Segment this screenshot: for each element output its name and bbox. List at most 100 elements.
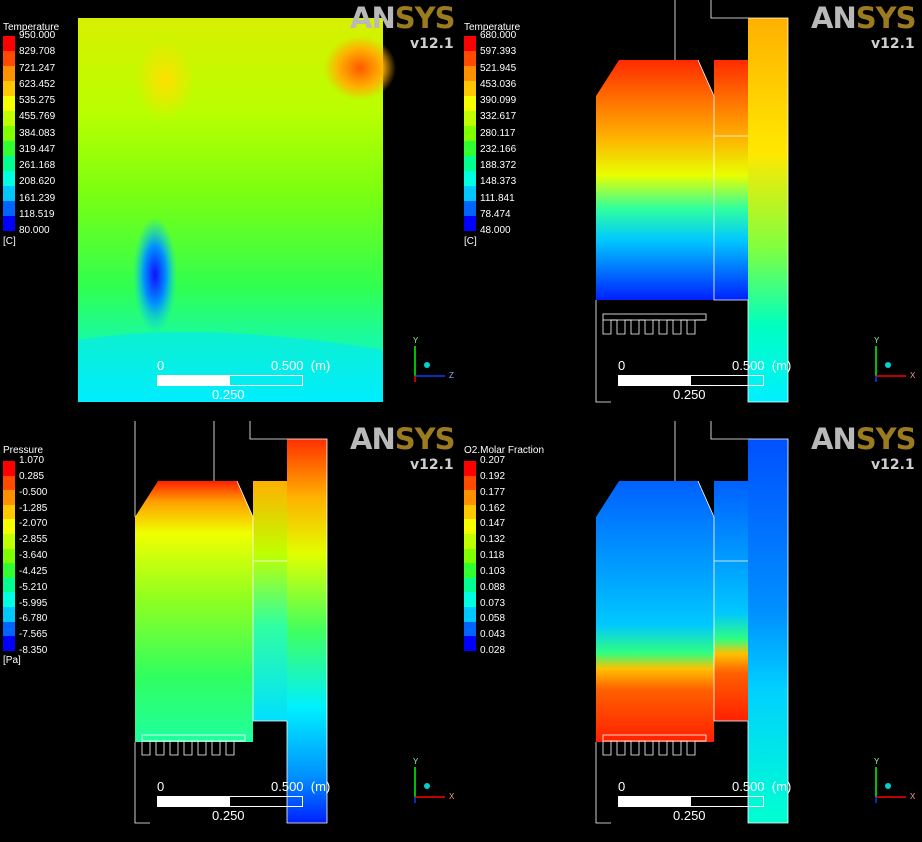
- legend-tick-label: 118.519: [19, 208, 55, 220]
- legend-tick-label: 208.620: [19, 176, 56, 188]
- legend-tick-label: -0.500: [19, 486, 48, 498]
- legend-title: Pressure: [3, 445, 44, 456]
- legend-color-step: [3, 126, 15, 141]
- legend-color-step: [464, 592, 476, 608]
- legend-tick-label: 0.088: [480, 581, 506, 593]
- legend-color-step: [464, 548, 476, 564]
- axis-triad: Y Z: [405, 336, 461, 382]
- legend-tick-label: 597.393: [480, 46, 517, 58]
- legend-color-step: [464, 141, 476, 156]
- legend-tick-label: -5.995: [19, 597, 48, 609]
- legend-tick-label: -4.425: [19, 565, 48, 577]
- scale-zero: 0: [157, 358, 165, 373]
- legend-tick-label: 78.474: [480, 208, 511, 220]
- ansys-logo: ANSYS: [350, 422, 455, 456]
- legend-tick-label: 453.036: [480, 78, 517, 90]
- legend-color-step: [3, 519, 15, 535]
- scale-zero: 0: [618, 779, 626, 794]
- legend-tick-label: 0.162: [480, 502, 506, 514]
- axis-triad: Y X: [405, 757, 461, 803]
- version-label: v12.1: [871, 36, 915, 52]
- legend-color-step: [3, 96, 15, 111]
- legend-color-step: [3, 490, 15, 505]
- legend-color-step: [3, 171, 15, 186]
- legend-color-step: [3, 475, 15, 491]
- legend-tick-label: 384.083: [19, 127, 56, 139]
- legend-tick-label: -6.780: [19, 613, 48, 625]
- legend-color-step: [3, 201, 15, 216]
- legend-color-step: [464, 534, 476, 549]
- scale-half: 0.500 (m): [732, 358, 792, 373]
- pressure-contour: [134, 421, 328, 824]
- legend-tick-label: 332.617: [480, 111, 517, 123]
- legend-tick-label: 1.070: [19, 455, 45, 466]
- legend-color-step: [464, 51, 476, 66]
- legend-title: Temperature: [3, 22, 60, 33]
- legend-color-step: [3, 563, 15, 578]
- legend-tick-label: 535.275: [19, 95, 56, 106]
- legend-color-step: [3, 621, 15, 637]
- legend-color-step: [464, 111, 476, 126]
- legend-color-step: [464, 607, 476, 622]
- legend-tick-label: 0.073: [480, 597, 506, 609]
- legend-color-step: [464, 66, 476, 81]
- legend-tick-label: -3.640: [19, 550, 48, 561]
- legend-tick-label: 0.192: [480, 470, 506, 482]
- axis-up-label: Y: [413, 757, 419, 766]
- viewport-temperature-side[interactable]: Temperature 950.000 829.708 721.247 623.452…: [0, 0, 461, 421]
- axis-up-label: Y: [413, 336, 419, 345]
- legend-color-step: [3, 36, 15, 51]
- scale-quarter: 0.250: [673, 808, 706, 823]
- scale-bar: 0 0.500 (m) 0.250: [157, 779, 330, 823]
- viewport-temperature-front[interactable]: Temperature 680.000 597.393 521.945 453.036…: [461, 0, 922, 421]
- legend-tick-label: 232.166: [480, 143, 517, 155]
- scale-half: 0.500 (m): [271, 779, 331, 794]
- legend-color-step: [464, 216, 476, 231]
- legend-color-step: [464, 201, 476, 216]
- axis-right-label: X: [910, 371, 916, 380]
- axis-triad: Y X: [866, 336, 922, 382]
- legend-tick-label: 0.285: [19, 470, 45, 482]
- legend-title: Temperature: [464, 22, 521, 33]
- legend-tick-label: 0.028: [480, 645, 506, 656]
- viewport-pressure[interactable]: Pressure 1.070 0.285 -0.500 -1.285 -2.070 -2.…: [0, 421, 461, 842]
- legend-color-step: [464, 577, 476, 593]
- legend-color-step: [3, 548, 15, 564]
- legend-tick-label: 0.058: [480, 613, 506, 625]
- legend-color-step: [3, 186, 15, 201]
- legend-color-bar: [3, 461, 15, 651]
- legend-tick-label: 261.168: [19, 160, 56, 171]
- legend-tick-label: 188.372: [480, 160, 517, 171]
- legend-color-bar: [3, 36, 15, 231]
- legend-tick-label: 148.373: [480, 176, 517, 188]
- legend-tick-label: 280.117: [480, 127, 516, 139]
- legend-color-step: [3, 66, 15, 81]
- scale-quarter: 0.250: [212, 387, 245, 402]
- legend-title: O2.Molar Fraction: [464, 445, 545, 456]
- viewport-o2-fraction[interactable]: O2.Molar Fraction 0.207 0.192 0.177 0.162 0.…: [461, 421, 922, 842]
- scale-quarter: 0.250: [212, 808, 245, 823]
- legend-unit: [C]: [3, 236, 16, 247]
- scale-bar-graphic: [618, 796, 764, 807]
- scale-half: 0.500 (m): [732, 779, 792, 794]
- temperature-side-contour: [78, 18, 396, 402]
- axis-up-label: Y: [874, 336, 880, 345]
- legend-color-step: [3, 577, 15, 593]
- legend-tick-label: 521.945: [480, 62, 517, 74]
- legend-color-bar: [464, 36, 476, 231]
- legend-tick-label: 319.447: [19, 143, 56, 155]
- version-label: v12.1: [410, 36, 454, 52]
- legend-tick-label: 0.147: [480, 518, 506, 530]
- legend-tick-label: 0.103: [480, 565, 506, 577]
- legend-tick-label: -1.285: [19, 502, 48, 514]
- legend-tick-label: -2.855: [19, 534, 48, 546]
- legend-tick-label: -7.565: [19, 629, 48, 641]
- legend-tick-label: -2.070: [19, 518, 48, 530]
- legend-color-step: [464, 171, 476, 186]
- scale-zero: 0: [618, 358, 626, 373]
- legend-tick-label: 48.000: [480, 225, 511, 236]
- legend-color-step: [3, 534, 15, 549]
- legend-color-step: [464, 126, 476, 141]
- legend-color-step: [464, 504, 476, 520]
- legend-color-step: [464, 519, 476, 535]
